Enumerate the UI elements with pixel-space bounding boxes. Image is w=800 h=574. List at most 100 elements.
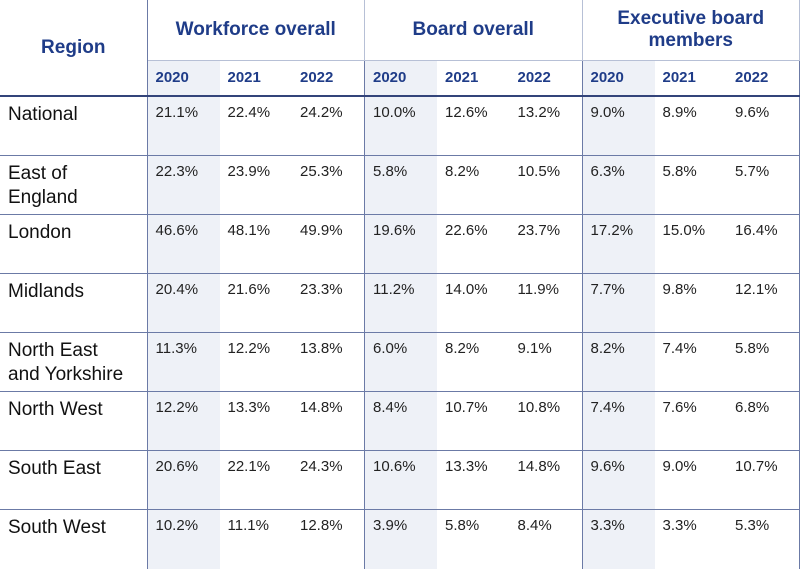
table-body: National 21.1% 22.4% 24.2% 10.0% 12.6% 13.2% 9.…: [0, 96, 800, 569]
value-cell: 3.3%: [662, 516, 697, 534]
value-cell: 22.4%: [219, 96, 292, 156]
table-row: East of England 22.3% 23.9% 25.3% 5.8% 8.2% 10…: [0, 155, 800, 215]
value-cell: 3.3%: [582, 509, 655, 569]
year-header-row: 2020 2021 2022 2020 2021 2022 2020 2021 2022: [0, 60, 800, 97]
value-cell: 9.6%: [582, 450, 655, 510]
value-cell: 3.9%: [364, 509, 437, 569]
value-cell: 14.8%: [509, 450, 583, 510]
value-cell: 24.3%: [292, 450, 365, 510]
group-header-row: Region Workforce overall Board overall E…: [0, 0, 800, 97]
value-cell: 14.0%: [437, 273, 510, 333]
value-cell: 5.3%: [727, 509, 800, 569]
value-cell: 12.8%: [292, 509, 365, 569]
region-column-header: Region: [0, 0, 148, 97]
value-cell: 8.2%: [582, 332, 655, 392]
value-cell: 6.3%: [582, 155, 655, 215]
year-header: 2021: [437, 60, 510, 97]
value-cell: 11.2%: [364, 273, 437, 333]
value-cell: 10.6%: [364, 450, 437, 510]
table-row: London 46.6% 48.1% 49.9% 19.6% 22.6% 23.7% 17.2…: [0, 214, 800, 274]
value-cell: 7.6%: [654, 391, 727, 451]
table-row: Midlands 20.4% 21.6% 23.3% 11.2% 14.0% 11.9% 7.…: [0, 273, 800, 333]
group-header-board-overall: Board overall: [364, 0, 583, 61]
value-cell: 9.0%: [582, 96, 655, 156]
region-name: North East and Yorkshire: [0, 332, 148, 392]
value-cell: 24.2%: [292, 96, 365, 156]
region-name: London: [0, 214, 148, 274]
value-cell: 20.4%: [147, 273, 220, 333]
value-cell: 10.8%: [509, 391, 583, 451]
value-cell: 19.6%: [364, 214, 437, 274]
region-name: East of England: [0, 155, 148, 215]
value-cell: 12.6%: [437, 96, 510, 156]
year-header: 2022: [509, 60, 583, 97]
value-cell: 9.1%: [509, 332, 583, 392]
value-cell: 8.4%: [509, 509, 583, 569]
year-header: 2020: [582, 60, 655, 97]
value-cell: 22.6%: [437, 214, 510, 274]
value-cell: 21.1%: [147, 96, 220, 156]
year-header: 2020: [364, 60, 437, 97]
value-cell: 20.6%: [147, 450, 220, 510]
table-row: North East and Yorkshire 11.3% 12.2% 13.8% 6…: [0, 332, 800, 392]
year-header: 2021: [654, 60, 727, 97]
value-cell: 5.8%: [445, 516, 480, 534]
value-cell: 49.9%: [292, 214, 365, 274]
value-cell: 25.3%: [292, 155, 365, 215]
value-cell: 21.6%: [219, 273, 292, 333]
region-name: National: [0, 96, 148, 156]
year-header: 2022: [292, 60, 365, 97]
value-cell: 10.2%: [147, 509, 220, 569]
value-cell: 23.9%: [219, 155, 292, 215]
table-row: South West 10.2% 11.1% 12.8% 3.9% 5.8% 8.4% 3.3…: [0, 509, 800, 569]
value-cell: 6.8%: [727, 391, 800, 451]
value-cell: 5.7%: [727, 155, 800, 215]
table-row: South East 20.6% 22.1% 24.3% 10.6% 13.3% 14.8%…: [0, 450, 800, 510]
value-cell: 22.3%: [147, 155, 220, 215]
value-cell: 6.0%: [364, 332, 437, 392]
value-cell: 13.8%: [292, 332, 365, 392]
table-row: National 21.1% 22.4% 24.2% 10.0% 12.6% 13.2% 9.…: [0, 96, 800, 156]
value-cell: 7.4%: [654, 332, 727, 392]
value-cell: 15.0%: [654, 214, 727, 274]
group-header-executive-board-members: Executive board members: [582, 0, 800, 61]
region-name: North West: [0, 391, 148, 451]
value-cell: 8.4%: [364, 391, 437, 451]
group-header-workforce-overall: Workforce overall: [147, 0, 365, 61]
value-cell: 10.7%: [437, 391, 510, 451]
value-cell: 12.2%: [219, 332, 292, 392]
year-header: 2020: [147, 60, 220, 97]
table-row: North West 12.2% 13.3% 14.8% 8.4% 10.7% 10.8% 7…: [0, 391, 800, 451]
value-cell: 13.3%: [219, 391, 292, 451]
value-cell: 5.8%: [727, 332, 800, 392]
year-header: 2021: [219, 60, 292, 97]
value-cell: 13.3%: [437, 450, 510, 510]
value-cell: 5.8%: [364, 155, 437, 215]
value-cell: 7.7%: [582, 273, 655, 333]
value-cell: 22.1%: [219, 450, 292, 510]
value-cell: 11.3%: [147, 332, 220, 392]
value-cell: 23.3%: [292, 273, 365, 333]
region-name: South West: [0, 509, 148, 569]
value-cell: 11.1%: [227, 516, 269, 534]
region-name: Midlands: [0, 273, 148, 333]
value-cell: 17.2%: [582, 214, 655, 274]
value-cell: 12.1%: [727, 273, 800, 333]
value-cell: 12.2%: [147, 391, 220, 451]
value-cell: 8.2%: [437, 155, 510, 215]
value-cell: 10.7%: [727, 450, 800, 510]
value-cell: 9.0%: [654, 450, 727, 510]
value-cell: 48.1%: [219, 214, 292, 274]
value-cell: 9.6%: [727, 96, 800, 156]
table-header: Region Workforce overall Board overall E…: [0, 0, 800, 97]
value-cell: 8.9%: [654, 96, 727, 156]
value-cell: 11.9%: [509, 273, 583, 333]
value-cell: 10.5%: [509, 155, 583, 215]
value-cell: 9.8%: [654, 273, 727, 333]
value-cell: 14.8%: [292, 391, 365, 451]
value-cell: 10.0%: [364, 96, 437, 156]
value-cell: 8.2%: [437, 332, 510, 392]
value-cell: 46.6%: [147, 214, 220, 274]
value-cell: 23.7%: [509, 214, 583, 274]
